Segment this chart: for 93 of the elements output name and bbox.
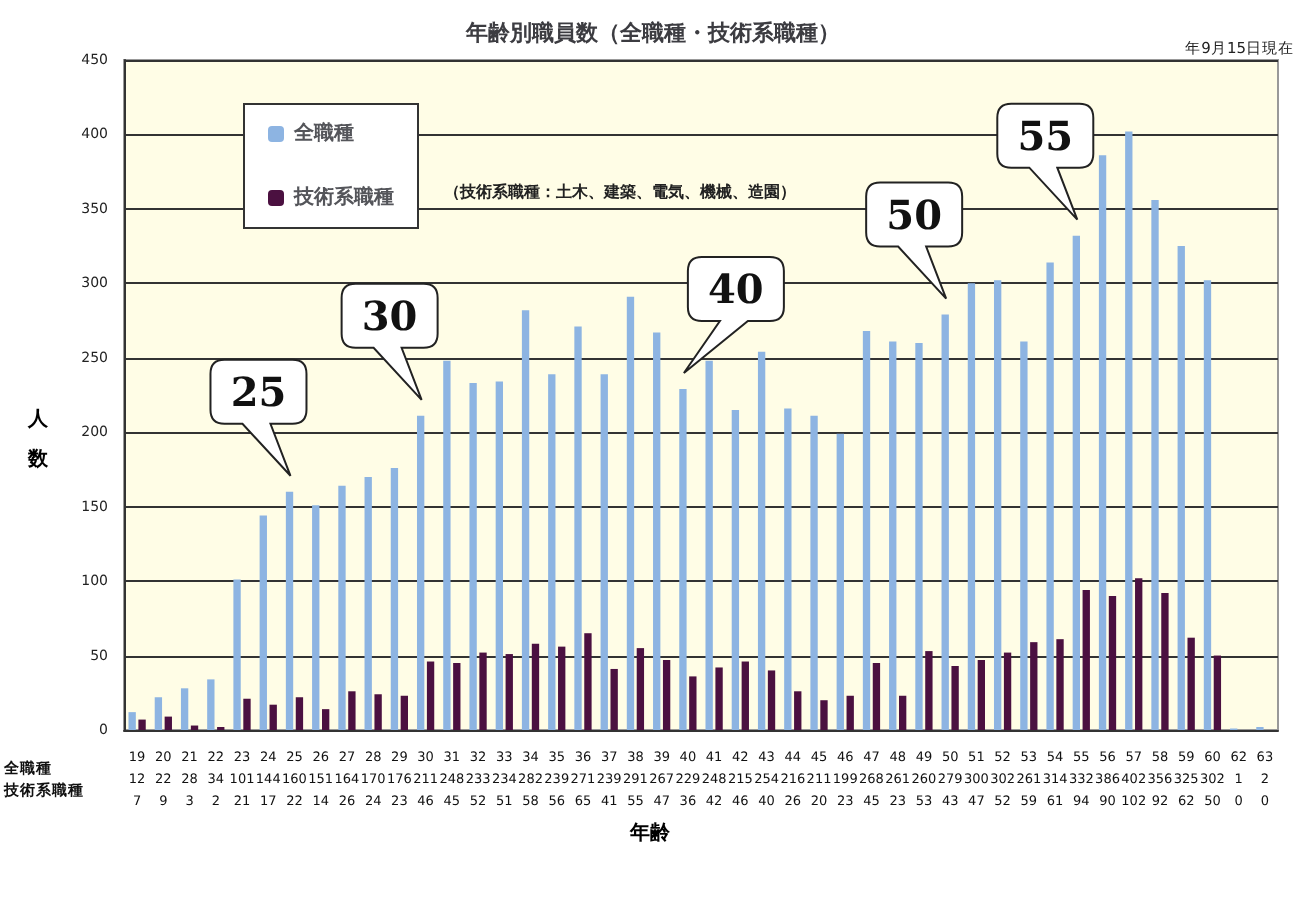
bar	[1072, 235, 1081, 730]
bar	[1203, 280, 1212, 730]
bar	[610, 668, 618, 730]
bar	[269, 704, 277, 730]
bar	[757, 351, 766, 730]
bar	[662, 660, 671, 730]
bar	[1177, 246, 1185, 730]
bar	[128, 712, 136, 730]
bar	[1082, 590, 1090, 730]
bar	[636, 648, 645, 730]
bar	[495, 381, 504, 730]
bar	[558, 646, 566, 730]
bar	[207, 679, 215, 730]
bar	[416, 415, 425, 730]
bar	[653, 332, 661, 730]
annotation: 40	[708, 265, 764, 314]
chart-title: 年齢別職員数（全職種・技術系職種）	[464, 20, 840, 46]
bar	[233, 579, 241, 730]
bar	[1161, 593, 1169, 730]
bar	[138, 719, 146, 730]
bar	[164, 716, 172, 730]
bar	[548, 374, 556, 730]
bar	[348, 691, 356, 730]
legend-label: 全職種	[292, 121, 354, 145]
bar	[1020, 341, 1028, 730]
bar	[285, 491, 294, 730]
bar	[626, 296, 635, 730]
bar	[1213, 655, 1222, 730]
bar	[872, 663, 881, 730]
bar	[1187, 637, 1195, 730]
bar	[531, 643, 540, 730]
bar	[925, 651, 933, 730]
x-axis-title: 年齢	[628, 821, 672, 845]
y-axis-title: 人数	[26, 407, 50, 471]
bar	[584, 633, 592, 730]
bar	[977, 660, 986, 730]
bar	[469, 383, 477, 730]
bar	[364, 476, 372, 730]
bar	[400, 695, 409, 730]
bar	[374, 694, 382, 730]
bar	[679, 389, 687, 730]
bar	[338, 485, 346, 730]
annotation: 30	[361, 291, 418, 340]
annotation: 50	[886, 190, 942, 239]
bar	[862, 330, 871, 730]
bar	[741, 661, 749, 730]
bar	[1003, 652, 1012, 730]
bar	[574, 326, 582, 730]
bar	[154, 697, 163, 730]
bar	[951, 665, 959, 730]
bar	[443, 360, 451, 730]
annotation: 25	[230, 367, 287, 416]
bar	[846, 695, 854, 730]
bar	[453, 663, 461, 730]
bar	[390, 467, 399, 730]
bar	[295, 697, 304, 730]
bar	[715, 667, 723, 730]
bar	[1108, 596, 1117, 730]
bar	[426, 661, 435, 730]
legend-label: 技術系職種	[292, 185, 394, 209]
bar	[1056, 639, 1064, 730]
annotation: （技術系職種：土木、建築、電気、機械、造園）	[444, 183, 796, 201]
bar	[731, 409, 740, 730]
bar	[1030, 642, 1038, 730]
annotation: 55	[1017, 111, 1074, 160]
bar	[915, 342, 923, 730]
bar	[1135, 578, 1143, 730]
bar	[1046, 262, 1054, 730]
bar	[689, 676, 697, 730]
bar	[1098, 155, 1107, 730]
bar	[820, 700, 828, 730]
bar	[505, 654, 513, 730]
bar	[1151, 199, 1159, 730]
bar	[836, 433, 844, 730]
bar	[767, 670, 776, 730]
bar	[259, 515, 267, 730]
bar	[967, 283, 976, 730]
bar	[479, 652, 487, 730]
bar	[1125, 131, 1133, 730]
bar	[600, 374, 608, 730]
bar	[243, 698, 251, 730]
bar	[180, 688, 189, 730]
bar	[312, 505, 320, 730]
bar	[889, 341, 897, 730]
bar	[705, 360, 713, 730]
bar	[521, 310, 530, 730]
bar	[993, 280, 1002, 730]
bar	[941, 314, 949, 730]
bar	[810, 415, 818, 730]
bar	[784, 408, 792, 730]
bar	[321, 709, 330, 730]
bar	[898, 695, 907, 730]
bar	[794, 691, 802, 730]
